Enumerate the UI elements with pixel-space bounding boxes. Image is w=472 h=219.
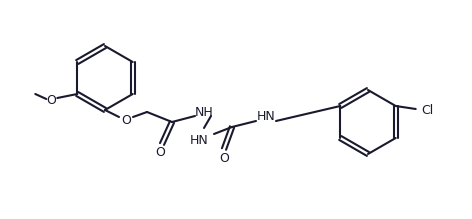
- Text: O: O: [219, 152, 229, 164]
- Text: O: O: [121, 115, 131, 127]
- Text: Cl: Cl: [421, 104, 434, 117]
- Text: HN: HN: [257, 111, 275, 124]
- Text: HN: HN: [190, 134, 208, 147]
- Text: O: O: [46, 94, 56, 106]
- Text: NH: NH: [194, 106, 213, 118]
- Text: O: O: [155, 147, 165, 159]
